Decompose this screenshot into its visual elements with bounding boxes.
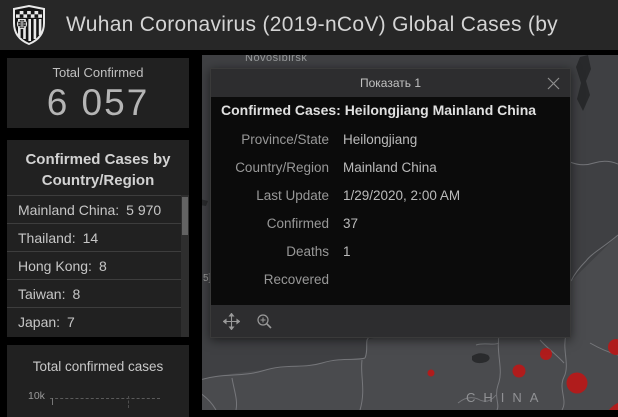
chart-title: Total confirmed cases [7, 359, 189, 374]
field-value: 37 [343, 216, 358, 231]
total-cases-chart-panel: Total confirmed cases 10k [7, 345, 189, 417]
field-value: Mainland China [343, 160, 437, 175]
johns-hopkins-shield-icon [11, 5, 47, 45]
case-marker[interactable] [513, 365, 526, 378]
field-label: Country/Region [211, 160, 329, 175]
field-value: Heilongjiang [343, 132, 417, 147]
chart-gridline-vertical [128, 396, 129, 408]
chart-y-tick: 10k [28, 390, 45, 402]
case-marker[interactable] [428, 370, 435, 377]
map-info-popup: Показать 1 Confirmed Cases: Heilongjiang… [210, 68, 571, 338]
region-list: Mainland China: 5 970 Thailand: 14 Hong … [7, 195, 189, 337]
app-header: Wuhan Coronavirus (2019-nCoV) Global Cas… [0, 0, 618, 50]
list-item[interactable]: Thailand: 14 [7, 223, 189, 251]
region-value: 5 970 [126, 202, 161, 218]
field-row: Province/State Heilongjiang [211, 125, 570, 153]
field-label: Recovered [211, 272, 329, 287]
field-label: Province/State [211, 132, 329, 147]
region-label: Mainland China: [18, 202, 119, 218]
field-label: Confirmed [211, 216, 329, 231]
field-row: Recovered [211, 265, 570, 293]
cases-by-region-title: Confirmed Cases by Country/Region [7, 140, 189, 197]
popup-fields: Province/State Heilongjiang Country/Regi… [211, 125, 570, 293]
total-confirmed-value: 6 057 [7, 82, 189, 124]
chart-axis-tick [52, 398, 53, 405]
region-label: Thailand: [18, 230, 76, 246]
close-icon[interactable] [546, 76, 561, 91]
region-label: Japan: [18, 314, 60, 330]
chart-gridline [50, 398, 160, 399]
total-confirmed-panel: Total Confirmed 6 057 [7, 58, 189, 128]
pan-icon[interactable] [223, 313, 240, 330]
scrollbar-thumb[interactable] [182, 197, 188, 235]
city-label: Novosibirsk [245, 55, 307, 64]
popup-header: Показать 1 [211, 69, 570, 97]
country-label: CHINA [466, 390, 546, 405]
field-value: 1/29/2020, 2:00 AM [343, 188, 460, 203]
field-label: Last Update [211, 188, 329, 203]
cases-by-region-panel: Confirmed Cases by Country/Region Mainla… [7, 140, 189, 337]
field-value: 1 [343, 244, 351, 259]
popup-footer [211, 305, 570, 337]
list-item[interactable]: Japan: 7 [7, 307, 189, 335]
list-scrollbar[interactable] [181, 195, 189, 337]
field-row: Deaths 1 [211, 237, 570, 265]
region-value: 7 [67, 314, 75, 330]
list-item[interactable]: Mainland China: 5 970 [7, 195, 189, 223]
list-item[interactable]: Taiwan: 8 [7, 279, 189, 307]
list-item[interactable]: Hong Kong: 8 [7, 251, 189, 279]
lake-shape [202, 199, 208, 206]
region-value: 14 [83, 230, 99, 246]
region-value: 8 [99, 258, 107, 274]
page-title: Wuhan Coronavirus (2019-nCoV) Global Cas… [66, 13, 558, 37]
case-marker[interactable] [540, 348, 552, 360]
field-label: Deaths [211, 244, 329, 259]
field-row: Last Update 1/29/2020, 2:00 AM [211, 181, 570, 209]
region-label: Hong Kong: [18, 258, 92, 274]
field-row: Confirmed 37 [211, 209, 570, 237]
total-confirmed-label: Total Confirmed [7, 65, 189, 80]
region-value: 8 [72, 286, 80, 302]
case-marker[interactable] [567, 373, 588, 394]
zoom-in-icon[interactable] [256, 313, 273, 330]
popup-header-label: Показать 1 [360, 76, 421, 90]
field-row: Country/Region Mainland China [211, 153, 570, 181]
lake-shape [576, 55, 591, 111]
region-label: Taiwan: [18, 286, 65, 302]
popup-title: Confirmed Cases: Heilongjiang Mainland C… [221, 102, 562, 118]
